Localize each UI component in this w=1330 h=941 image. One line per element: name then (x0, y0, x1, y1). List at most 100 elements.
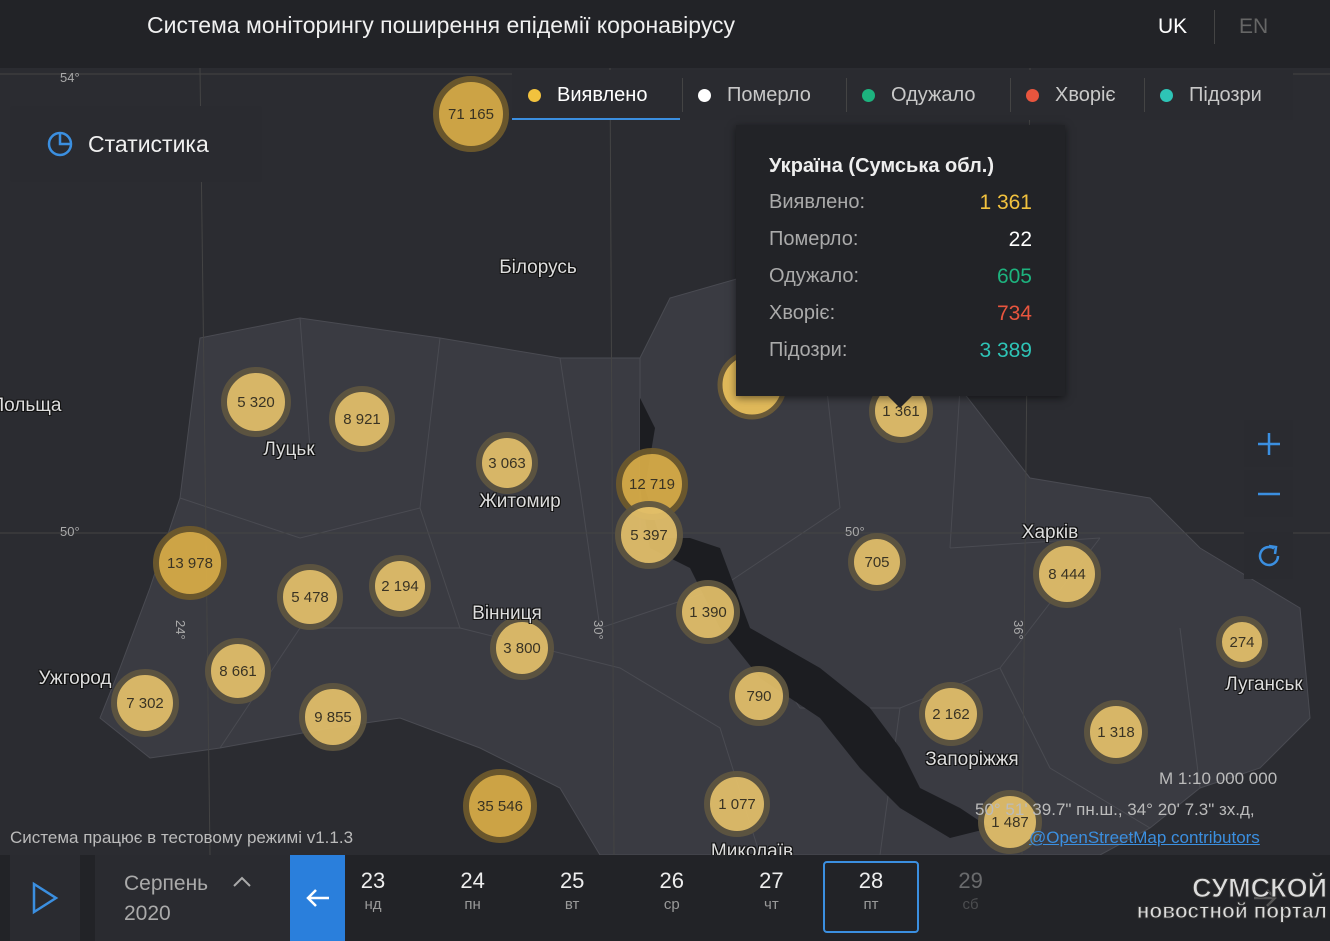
play-button[interactable] (10, 855, 80, 941)
tooltip-value: 605 (996, 265, 1032, 288)
cluster[interactable]: 705 (848, 533, 906, 591)
place-label: Ужгород (38, 668, 112, 689)
cluster[interactable]: 5 320 (221, 367, 291, 437)
tooltip-title: Україна (Сумська обл.) (769, 155, 995, 177)
graticule-label: 50° (60, 524, 80, 539)
cluster[interactable]: 1 318 (1084, 700, 1148, 764)
tab-label: Підозри (1189, 83, 1262, 106)
weekday: вт (564, 896, 580, 913)
cluster[interactable]: 5 397 (615, 501, 683, 569)
day-number: 29 (958, 868, 983, 893)
tab[interactable]: Одужало (862, 70, 1008, 120)
cluster[interactable]: 8 921 (329, 386, 395, 452)
cluster[interactable]: 5 478 (277, 564, 343, 630)
weekday: пт (863, 896, 879, 913)
stats-button[interactable]: Статистика (10, 106, 262, 182)
cluster[interactable]: 9 855 (299, 683, 367, 751)
cluster[interactable]: 2 194 (369, 555, 431, 617)
cluster[interactable]: 7 302 (111, 669, 179, 737)
map[interactable]: 54° 50° 50° 24° 30° 36° 71 165 5 320 8 921 3 063 1… (0, 68, 1330, 862)
tab-dot (1160, 88, 1173, 102)
year: 2020 (124, 902, 171, 925)
day[interactable]: 25 вт (524, 868, 620, 913)
graticule-label: 50° (845, 524, 865, 539)
tooltip-value: 1 361 (979, 191, 1032, 214)
tooltip-value: 734 (996, 302, 1032, 325)
day[interactable]: 28 пт (823, 868, 919, 913)
cluster[interactable]: 35 546 (463, 769, 537, 843)
tab-dot (528, 88, 541, 102)
day[interactable]: 29 сб (923, 868, 1019, 913)
weekday: ср (663, 896, 680, 913)
weekday: пн (464, 896, 481, 913)
place-label: Білорусь (499, 257, 577, 278)
stats-label: Статистика (88, 130, 209, 157)
cluster[interactable]: 1 487 (978, 790, 1042, 854)
day[interactable]: 26 ср (624, 868, 720, 913)
cluster[interactable]: 71 165 (433, 76, 509, 152)
tooltip-label: Підозри: (769, 339, 848, 361)
cluster[interactable]: 1 077 (704, 771, 770, 837)
tab-divider (1144, 78, 1145, 112)
tooltip: Україна (Сумська обл.) Виявлено: 1 361 Пом… (736, 125, 1065, 408)
cluster[interactable]: 13 978 (153, 526, 227, 600)
watermark: СУМСКОЙ новостной портал (1047, 873, 1327, 939)
day-number: 25 (559, 868, 585, 893)
month: Серпень (124, 872, 209, 895)
lang-uk[interactable]: UK (1158, 15, 1188, 38)
cluster[interactable]: 1 390 (676, 580, 740, 644)
cluster[interactable]: 3 800 (490, 616, 554, 680)
tab[interactable]: Хворіє (1026, 70, 1142, 120)
cluster[interactable]: 274 (1216, 616, 1268, 668)
tab-divider (1010, 78, 1011, 112)
cluster[interactable]: 2 162 (919, 682, 983, 746)
refresh[interactable] (1244, 532, 1293, 579)
place-label: Луцьк (263, 439, 315, 460)
tab-label: Одужало (891, 83, 976, 106)
graticule-line (199, 68, 211, 855)
tab-label: Виявлено (557, 83, 648, 106)
tab-divider (846, 78, 847, 112)
tab[interactable]: Виявлено (528, 70, 680, 120)
tab[interactable]: Підозри (1160, 70, 1286, 120)
lang-en[interactable]: EN (1239, 15, 1269, 38)
divider (1214, 10, 1215, 44)
header: Система моніторингу поширення епідемії к… (0, 0, 1330, 68)
cluster[interactable]: 8 661 (205, 638, 271, 704)
day-number: 23 (360, 868, 386, 893)
tooltip-value: 22 (1008, 228, 1032, 251)
day-selected (823, 861, 919, 933)
prev-button[interactable] (290, 855, 345, 941)
place-label: Польща (0, 395, 62, 416)
place-label: Житомир (479, 491, 561, 512)
tab-label: Хворіє (1055, 83, 1116, 106)
day[interactable]: 27 чт (723, 868, 819, 913)
graticule-label: 54° (60, 70, 80, 85)
zoom-in[interactable] (1244, 420, 1293, 467)
day[interactable]: 24 пн (425, 868, 521, 913)
cluster[interactable]: 8 444 (1033, 540, 1101, 608)
title: Система моніторингу поширення епідемії к… (147, 12, 736, 38)
watermark-line2: новостной портал (1136, 900, 1327, 924)
tab[interactable]: Померло (698, 70, 844, 120)
month-picker[interactable]: Серпень 2020 (95, 855, 290, 941)
attribution[interactable]: @OpenStreetMap contributors (1029, 828, 1260, 847)
tooltip-label: Одужало: (769, 265, 860, 287)
next-button[interactable] (1237, 855, 1292, 941)
cluster[interactable]: 3 063 (476, 432, 538, 494)
day[interactable]: 23 нд (325, 868, 421, 913)
day-number: 26 (659, 868, 685, 893)
tab-divider (682, 78, 683, 112)
tooltip-pointer (888, 396, 912, 408)
tab-dot (698, 88, 711, 102)
tab-label: Померло (727, 83, 811, 106)
cluster[interactable]: 790 (729, 666, 789, 726)
graticule-label: 30° (591, 620, 606, 640)
day-number: 24 (460, 868, 485, 893)
place-label: Запоріжжя (925, 749, 1019, 770)
tab-dot (1026, 88, 1039, 102)
zoom-out[interactable] (1244, 470, 1293, 517)
scale: М 1:10 000 000 (1159, 769, 1278, 788)
graticule-label: 24° (173, 620, 188, 640)
map-shapes (0, 68, 1330, 855)
